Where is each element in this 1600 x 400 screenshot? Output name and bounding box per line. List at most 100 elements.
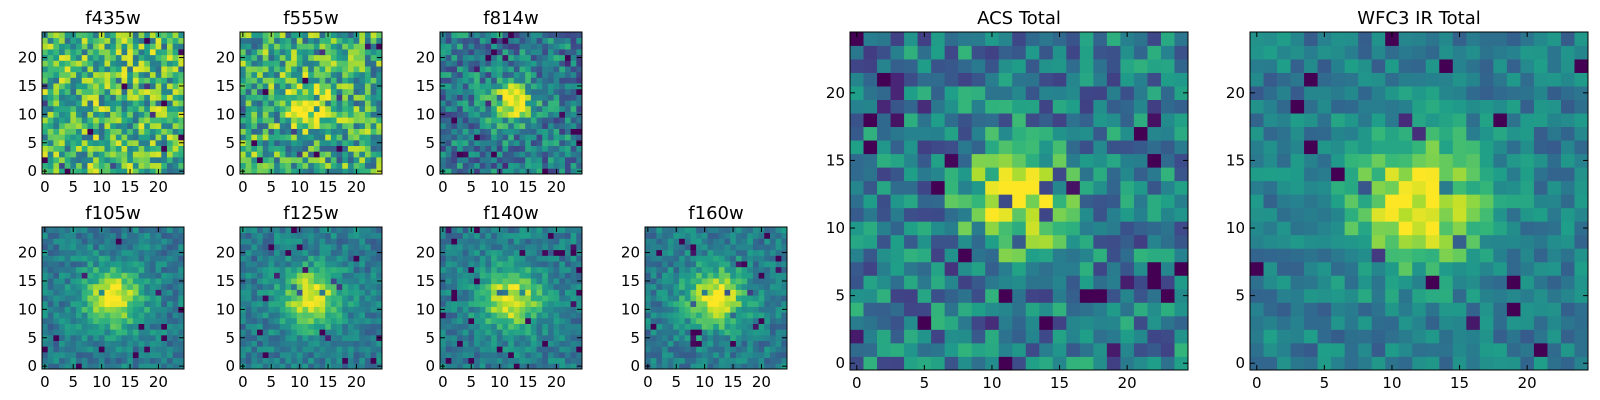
heatmap-cell	[53, 83, 60, 90]
heatmap-cell	[998, 221, 1013, 236]
heatmap-cell	[713, 340, 720, 347]
heatmap-cell	[559, 329, 566, 336]
heatmap-cell	[564, 278, 572, 285]
heatmap-cell	[519, 351, 526, 359]
heatmap-cell	[370, 261, 377, 268]
heatmap-cell	[570, 77, 577, 84]
heatmap-cell	[98, 66, 105, 73]
heatmap-cell	[302, 266, 309, 273]
heatmap-cell	[110, 283, 117, 290]
heatmap-cell	[998, 261, 1013, 276]
heatmap-cell	[240, 357, 247, 364]
heatmap-cell	[144, 145, 151, 152]
heatmap-cell	[502, 37, 509, 44]
heatmap-cell	[274, 351, 281, 359]
heatmap-cell	[319, 317, 326, 324]
heatmap-cell	[359, 232, 366, 239]
heatmap-cell	[155, 122, 162, 129]
x-tick-label: 15	[518, 178, 537, 196]
heatmap-cell	[570, 162, 577, 169]
heatmap-cell	[451, 249, 458, 256]
heatmap-cell	[491, 168, 498, 175]
heatmap-cell	[291, 145, 298, 152]
heatmap-cell	[330, 88, 337, 95]
heatmap-cell	[87, 334, 94, 341]
heatmap-cell	[650, 317, 657, 324]
x-tick-label: 20	[149, 178, 168, 196]
heatmap-cell	[713, 363, 720, 370]
heatmap-cell	[308, 66, 315, 73]
heatmap-cell	[724, 351, 731, 359]
heatmap-cell	[701, 289, 708, 296]
heatmap-cell	[525, 156, 532, 164]
heatmap-cell	[474, 289, 481, 296]
heatmap-cell	[325, 266, 332, 273]
heatmap-cell	[730, 232, 737, 239]
heatmap-cell	[971, 221, 986, 236]
heatmap-cell	[325, 255, 332, 262]
heatmap-cell	[758, 278, 765, 285]
heatmap-cell	[110, 317, 117, 324]
heatmap-cell	[127, 156, 134, 164]
heatmap-cell	[564, 151, 572, 158]
heatmap-cell	[547, 300, 554, 307]
heatmap-cell	[138, 357, 145, 364]
heatmap-cell	[53, 227, 60, 234]
heatmap-cell	[730, 289, 737, 296]
heatmap-cell	[376, 156, 383, 164]
heatmap-cell	[245, 312, 252, 319]
heatmap-cell	[701, 317, 708, 324]
heatmap-cell	[308, 128, 315, 135]
heatmap-cell	[479, 312, 486, 319]
heatmap-cell	[342, 105, 349, 112]
heatmap-cell	[325, 88, 332, 95]
heatmap-cell	[325, 77, 332, 84]
heatmap-cell	[850, 207, 864, 222]
heatmap-cell	[491, 60, 498, 67]
heatmap-cell	[161, 71, 168, 78]
heatmap-cell	[662, 334, 669, 341]
heatmap-cell	[576, 272, 583, 279]
heatmap-cell	[53, 88, 60, 95]
heatmap-cell	[662, 346, 669, 353]
heatmap-cell	[313, 122, 320, 129]
heatmap-cell	[542, 122, 549, 129]
heatmap-cell	[376, 312, 383, 319]
heatmap-cell	[245, 249, 252, 256]
heatmap-cell	[971, 288, 986, 303]
heatmap-cell	[747, 334, 754, 341]
heatmap-cell	[1052, 302, 1067, 317]
heatmap-cell	[330, 128, 337, 135]
heatmap-cell	[93, 88, 100, 95]
heatmap-cell	[172, 340, 179, 347]
heatmap-cell	[502, 162, 509, 169]
heatmap-cell	[302, 145, 309, 152]
heatmap-cell	[376, 32, 383, 39]
heatmap-cell	[513, 54, 520, 61]
heatmap-cell	[735, 272, 742, 279]
heatmap-cell	[769, 232, 777, 239]
heatmap-cell	[110, 261, 117, 268]
heatmap-cell	[370, 66, 377, 73]
heatmap-cell	[547, 357, 554, 364]
heatmap-cell	[132, 139, 139, 146]
heatmap-cell	[457, 255, 464, 262]
heatmap-cell	[98, 238, 105, 245]
heatmap-cell	[59, 278, 66, 285]
heatmap-cell	[149, 128, 156, 135]
heatmap-cell	[645, 300, 652, 307]
heatmap-cell	[161, 283, 168, 290]
heatmap-cell	[240, 134, 247, 141]
heatmap-cell	[679, 289, 686, 296]
heatmap-cell	[166, 105, 174, 112]
heatmap-cell	[291, 71, 298, 78]
heatmap-cell	[485, 151, 492, 158]
heatmap-cell	[319, 54, 326, 61]
heatmap-cell	[87, 283, 94, 290]
heatmap-cell	[115, 134, 122, 141]
heatmap-cell	[302, 334, 309, 341]
heatmap-cell	[274, 329, 281, 336]
heatmap-cell	[370, 134, 377, 141]
heatmap-cell	[553, 357, 560, 364]
heatmap-cell	[308, 122, 315, 129]
